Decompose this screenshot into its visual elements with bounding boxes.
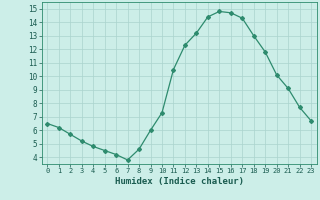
X-axis label: Humidex (Indice chaleur): Humidex (Indice chaleur) [115, 177, 244, 186]
